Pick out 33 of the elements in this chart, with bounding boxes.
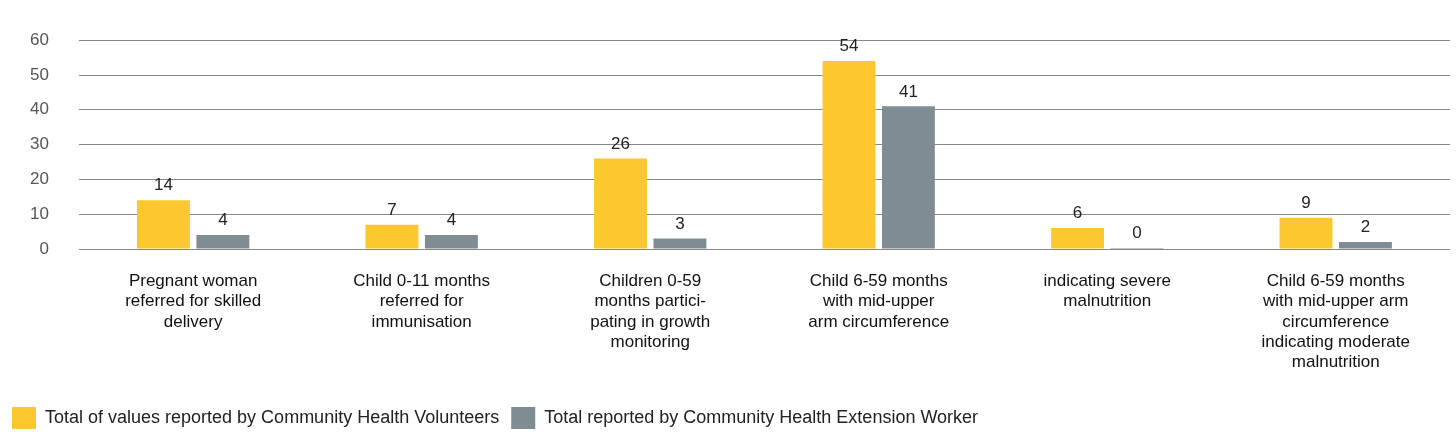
x-tick-label: Child 6-59 months with mid-upper arm circumference indicating moderate malnutrition: [1261, 270, 1410, 372]
legend-label: Total of values reported by Community Health Volunteers: [45, 406, 500, 427]
data-label: 4: [446, 210, 457, 230]
data-label: 26: [611, 133, 630, 153]
x-tick-label: Pregnant woman referred for skilled delivery: [125, 270, 262, 331]
y-tick-label: 10: [29, 203, 49, 223]
y-tick-label: 40: [29, 99, 49, 119]
x-tick-label: Child 0-11 months referred for immunisation: [353, 270, 491, 331]
data-label: 7: [387, 199, 397, 219]
data-label: 2: [1360, 217, 1371, 237]
y-tick-label: 20: [29, 169, 49, 189]
y-tick-label: 50: [29, 64, 49, 84]
bar: [594, 158, 647, 249]
y-tick-label: 60: [29, 29, 49, 49]
data-label: 54: [839, 36, 859, 56]
data-label: 6: [1072, 203, 1083, 223]
data-label: 4: [218, 210, 228, 230]
x-tick-label: indicating severe malnutrition: [1043, 270, 1172, 311]
x-tick-label: Children 0-59 months partici- pating in growth monitoring: [590, 270, 711, 352]
legend-label: Total reported by Community Health Extension Worker: [544, 406, 979, 427]
bar: [1279, 217, 1333, 249]
y-tick-label: 0: [39, 238, 49, 258]
x-tick-label: Child 6-59 months with mid-upper arm circumference: [808, 270, 950, 331]
data-label: 41: [898, 81, 918, 101]
data-label: 3: [675, 213, 685, 233]
bar: [822, 61, 876, 249]
bar: [365, 224, 419, 249]
y-tick-label: 30: [29, 134, 49, 154]
bar: [137, 200, 190, 249]
data-label: 9: [1301, 192, 1311, 212]
bar: [1051, 228, 1104, 249]
data-label: 14: [154, 175, 173, 195]
data-label: 0: [1132, 223, 1142, 243]
